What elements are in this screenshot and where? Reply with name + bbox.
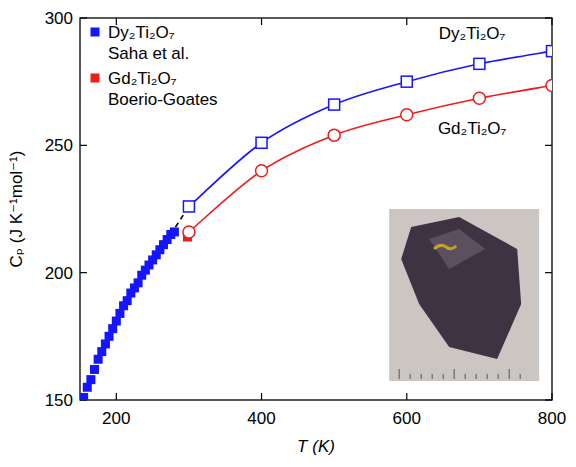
data-point bbox=[183, 201, 194, 212]
inset-facet bbox=[429, 229, 485, 269]
inset-ruler bbox=[410, 374, 411, 379]
plot-frame bbox=[80, 18, 552, 400]
x-tick bbox=[551, 393, 552, 400]
y-tick-right bbox=[545, 145, 552, 146]
legend-label: Gd₂Ti₂O₇Boerio-Goates bbox=[108, 69, 218, 109]
y-tick-label: 300 bbox=[45, 9, 73, 28]
y-axis-title: Cₚ (J K⁻¹mol⁻¹) bbox=[7, 151, 26, 268]
inset-ruler bbox=[509, 369, 510, 379]
y-tick-right bbox=[545, 399, 552, 400]
annotation: Gd₂Ti₂O₇ bbox=[438, 119, 507, 138]
inset-ruler bbox=[476, 374, 477, 379]
data-point bbox=[546, 79, 552, 91]
y-tick-label: 200 bbox=[45, 264, 73, 283]
x-tick bbox=[116, 393, 117, 400]
data-point bbox=[256, 165, 268, 177]
x-tick-label: 800 bbox=[538, 409, 566, 428]
series-line bbox=[189, 51, 552, 206]
inset-spot bbox=[434, 245, 456, 249]
inset-photo bbox=[389, 209, 539, 381]
x-tick-top bbox=[406, 18, 407, 25]
data-point bbox=[90, 365, 99, 374]
y-tick-label: 150 bbox=[45, 391, 73, 410]
legend-label: Dy₂Ti₂O₇Saha et al. bbox=[108, 23, 189, 63]
inset-ruler bbox=[443, 374, 444, 379]
x-tick-top bbox=[261, 18, 262, 25]
x-axis-title: T (K) bbox=[297, 437, 335, 456]
data-point bbox=[474, 58, 485, 69]
inset-ruler bbox=[465, 374, 466, 379]
y-tick bbox=[80, 145, 87, 146]
inset-ruler bbox=[487, 374, 488, 379]
data-layer bbox=[80, 46, 552, 400]
x-tick bbox=[406, 393, 407, 400]
y-tick bbox=[80, 272, 87, 273]
y-tick-right bbox=[545, 272, 552, 273]
inset-ruler bbox=[454, 369, 455, 379]
x-tick-top bbox=[551, 18, 552, 25]
x-tick-label: 200 bbox=[102, 409, 130, 428]
y-tick bbox=[80, 17, 87, 18]
y-tick-right bbox=[545, 17, 552, 18]
y-tick-label: 250 bbox=[45, 136, 73, 155]
data-point bbox=[80, 393, 88, 400]
data-point bbox=[86, 375, 95, 384]
legend: Dy₂Ti₂O₇Saha et al. Gd₂Ti₂O₇Boerio-Goates bbox=[91, 23, 218, 109]
data-point bbox=[329, 99, 340, 110]
inset-ruler bbox=[498, 374, 499, 379]
data-point bbox=[328, 129, 340, 141]
data-point bbox=[473, 92, 485, 104]
inset-ruler bbox=[520, 374, 521, 379]
data-point bbox=[401, 76, 412, 87]
x-tick-label: 600 bbox=[393, 409, 421, 428]
x-tick bbox=[261, 393, 262, 400]
data-point bbox=[183, 226, 195, 238]
chart: 200 400 600 800 150 200 250 300 T (K) Cₚ (J K⁻¹mo… bbox=[0, 0, 576, 467]
inset-ruler bbox=[399, 369, 400, 379]
annotation: Dy₂Ti₂O₇ bbox=[439, 24, 506, 43]
data-point bbox=[256, 137, 267, 148]
data-point bbox=[401, 109, 413, 121]
inset-crystal bbox=[401, 217, 521, 359]
x-tick-label: 400 bbox=[247, 409, 275, 428]
inset-ruler bbox=[432, 374, 433, 379]
legend-marker bbox=[91, 28, 100, 37]
inset-ruler bbox=[421, 374, 422, 379]
data-point bbox=[547, 46, 553, 57]
series-line bbox=[189, 85, 552, 231]
legend-marker bbox=[91, 74, 100, 83]
data-point bbox=[170, 227, 179, 236]
inset-background bbox=[389, 209, 539, 381]
